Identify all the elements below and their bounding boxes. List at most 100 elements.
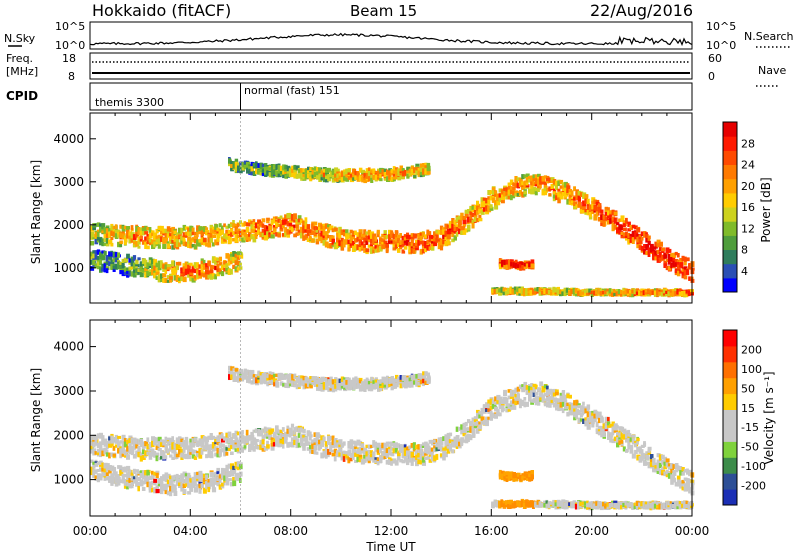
echo-cell [390, 240, 394, 244]
echo-cell [114, 438, 119, 444]
echo-cell [191, 278, 196, 283]
echo-cell [521, 265, 526, 271]
echo-cell [333, 243, 338, 249]
echo-cell [453, 219, 457, 225]
echo-cell [505, 191, 509, 196]
echo-cell [509, 286, 512, 293]
echo-cell [103, 250, 107, 256]
echo-cell [288, 172, 293, 178]
echo-cell [401, 460, 406, 464]
echo-cell [293, 439, 296, 445]
echo-cell [415, 462, 419, 467]
echo-cell [530, 263, 535, 269]
echo-cell [584, 194, 589, 198]
echo-cell [406, 451, 409, 458]
echo-cell [236, 444, 241, 448]
echo-cell [329, 444, 333, 450]
echo-cell [444, 446, 448, 451]
echo-cell [595, 428, 600, 432]
echo-cell [516, 261, 521, 266]
echo-cell [171, 239, 175, 244]
echo-cell [329, 171, 333, 177]
echo-cell [257, 445, 261, 450]
echo-cell [299, 427, 303, 432]
echo-cell [230, 437, 233, 443]
echo-cell [313, 226, 317, 231]
echo-cell [460, 428, 464, 435]
echo-cell [424, 247, 428, 253]
echo-cell [561, 395, 565, 401]
echo-cell [96, 448, 101, 453]
echo-cell [478, 424, 483, 430]
echo-cell [261, 218, 266, 223]
echo-cell [611, 226, 615, 231]
echo-cell [200, 272, 204, 277]
echo-cell [135, 264, 140, 268]
echo-cell [597, 217, 602, 222]
echo-cell [130, 271, 134, 277]
nsky-panel: N.Sky 10^5 10^0 10^5 10^0 N.Search [4, 20, 794, 52]
echo-cell [523, 401, 527, 408]
echo-cell [661, 469, 666, 474]
echo-cell [367, 459, 371, 464]
echo-cell [309, 434, 313, 438]
echo-cell [123, 225, 127, 230]
echo-cell [552, 179, 557, 185]
echo-cell [153, 262, 157, 268]
echo-cell [476, 209, 480, 215]
echo-cell [157, 276, 162, 283]
echo-cell [428, 459, 433, 463]
echo-cell [518, 402, 522, 409]
echo-cell [284, 438, 288, 444]
echo-cell [135, 268, 139, 273]
echo-cell [665, 290, 669, 294]
echo-cell [103, 233, 107, 239]
echo-cell [397, 174, 402, 181]
echo-cell [442, 450, 447, 454]
echo-cell [320, 229, 325, 235]
echo-cell [652, 457, 656, 464]
echo-cell [383, 240, 388, 244]
echo-cell [627, 232, 630, 239]
echo-cell [148, 240, 153, 246]
echo-cell [114, 234, 119, 239]
echo-cell [324, 241, 329, 248]
echo-cell [652, 257, 656, 261]
echo-cell [92, 253, 97, 259]
echo-cell [338, 227, 342, 233]
echo-cell [295, 219, 299, 223]
echo-cell [627, 438, 631, 443]
echo-cell [196, 273, 201, 278]
echo-cell [121, 453, 125, 457]
echo-cell [180, 235, 184, 241]
echo-cell [184, 453, 189, 458]
echo-cell [652, 462, 655, 466]
echo-cell [302, 442, 306, 449]
echo-cell [433, 455, 437, 462]
echo-cell [164, 228, 169, 234]
echo-cell [114, 471, 118, 477]
echo-cell [604, 209, 608, 213]
echo-cell [218, 256, 222, 262]
echo-cell [421, 248, 425, 254]
echo-cell [268, 172, 272, 178]
echo-cell [272, 442, 277, 447]
echo-cell [600, 415, 604, 422]
echo-cell [686, 487, 690, 491]
echo-cell [275, 232, 278, 237]
echo-cell [631, 453, 636, 459]
echo-cell [126, 446, 130, 452]
echo-cell [284, 174, 288, 179]
echo-cell [687, 290, 691, 297]
echo-cell [374, 170, 378, 175]
echo-cell [543, 398, 548, 404]
echo-cell [236, 260, 240, 266]
echo-cell [543, 392, 548, 397]
echo-cell [663, 253, 667, 259]
echo-cell [324, 446, 328, 453]
echo-cell [275, 425, 279, 431]
echo-cell [591, 210, 595, 214]
echo-cell [665, 258, 670, 262]
echo-cell [541, 179, 545, 185]
echo-cell [444, 442, 447, 447]
